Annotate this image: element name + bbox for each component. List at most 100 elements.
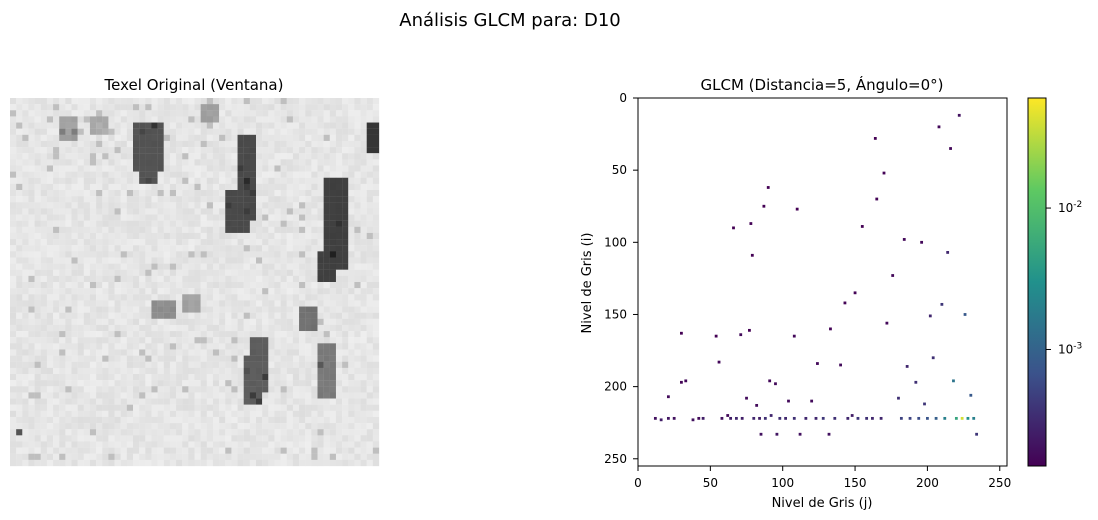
texel-pixel bbox=[108, 98, 115, 105]
texel-pixel bbox=[151, 183, 158, 191]
glcm-point bbox=[775, 432, 779, 436]
texel-pixel bbox=[139, 367, 146, 375]
texel-pixel bbox=[34, 153, 41, 160]
texel-pixel bbox=[311, 386, 318, 393]
texel-pixel bbox=[188, 355, 195, 362]
texel-pixel bbox=[157, 226, 164, 234]
texel-pixel bbox=[114, 134, 121, 142]
texel-pixel bbox=[311, 110, 318, 117]
texel-pixel bbox=[59, 361, 66, 369]
texel-pixel bbox=[59, 429, 66, 436]
texel-pixel bbox=[243, 208, 250, 215]
texel-pixel bbox=[274, 140, 281, 148]
texel-pixel bbox=[243, 361, 250, 369]
texel-pixel bbox=[71, 367, 78, 375]
texel-pixel bbox=[335, 410, 343, 418]
texel-pixel bbox=[16, 140, 23, 148]
texel-pixel bbox=[59, 459, 66, 467]
texel-pixel bbox=[96, 140, 103, 148]
glcm-point bbox=[749, 222, 753, 225]
texel-pixel bbox=[231, 331, 238, 338]
texel-pixel bbox=[65, 282, 72, 289]
texel-pixel bbox=[169, 318, 177, 326]
texel-pixel bbox=[176, 251, 183, 258]
texel-pixel bbox=[219, 122, 226, 129]
texel-pixel bbox=[200, 337, 207, 344]
texel-pixel bbox=[65, 410, 72, 418]
texel-pixel bbox=[305, 410, 312, 418]
texel-pixel bbox=[53, 331, 60, 338]
texel-pixel bbox=[366, 410, 373, 418]
texel-pixel bbox=[46, 196, 54, 203]
texel-pixel bbox=[151, 190, 158, 197]
texel-pixel bbox=[231, 98, 238, 105]
texel-pixel bbox=[299, 257, 306, 264]
texel-pixel bbox=[96, 98, 103, 105]
texel-pixel bbox=[237, 288, 244, 295]
texel-pixel bbox=[360, 183, 367, 191]
texel-pixel bbox=[219, 110, 226, 117]
texel-pixel bbox=[53, 165, 60, 172]
texel-pixel bbox=[10, 147, 17, 154]
texel-pixel bbox=[342, 245, 349, 252]
texel-pixel bbox=[256, 288, 263, 295]
texel-pixel bbox=[102, 453, 109, 461]
texel-pixel bbox=[126, 220, 134, 227]
texel-pixel bbox=[256, 257, 263, 264]
texel-pixel bbox=[323, 232, 330, 240]
texel-pixel bbox=[360, 147, 367, 154]
texel-pixel bbox=[299, 374, 306, 381]
texel-pixel bbox=[102, 349, 109, 356]
texel-pixel bbox=[89, 239, 97, 246]
texel-pixel bbox=[89, 202, 97, 209]
glcm-point bbox=[726, 414, 730, 417]
texel-pixel bbox=[114, 226, 121, 234]
texel-pixel bbox=[243, 147, 250, 154]
texel-pixel bbox=[360, 410, 367, 418]
texel-pixel bbox=[157, 214, 164, 221]
texel-pixel bbox=[28, 429, 35, 436]
texel-pixel bbox=[182, 312, 189, 319]
texel-pixel bbox=[157, 429, 164, 436]
texel-pixel bbox=[194, 275, 201, 283]
texel-pixel bbox=[40, 171, 48, 178]
texel-pixel bbox=[194, 294, 201, 301]
texel-pixel bbox=[10, 398, 17, 405]
texel-pixel bbox=[65, 177, 72, 185]
texel-pixel bbox=[348, 331, 355, 338]
texel-pixel bbox=[59, 392, 66, 399]
texel-pixel bbox=[212, 171, 220, 178]
texel-pixel bbox=[292, 165, 300, 172]
texel-pixel bbox=[102, 110, 109, 117]
texel-pixel bbox=[16, 435, 23, 442]
texel-pixel bbox=[206, 140, 214, 148]
texel-pixel bbox=[157, 423, 164, 430]
texel-pixel bbox=[163, 441, 171, 448]
texel-pixel bbox=[305, 294, 312, 301]
texel-pixel bbox=[342, 355, 349, 362]
texel-pixel bbox=[133, 429, 140, 436]
texel-pixel bbox=[157, 159, 164, 166]
texel-pixel bbox=[59, 337, 66, 344]
texel-pixel bbox=[219, 208, 226, 215]
texel-pixel bbox=[53, 282, 60, 289]
texel-pixel bbox=[348, 147, 355, 154]
texel-pixel bbox=[286, 239, 294, 246]
texel-pixel bbox=[59, 202, 66, 209]
texel-pixel bbox=[40, 257, 48, 264]
texel-pixel bbox=[212, 104, 220, 111]
glcm-point bbox=[923, 402, 926, 406]
texel-pixel bbox=[176, 398, 183, 405]
texel-pixel bbox=[249, 349, 257, 356]
texel-pixel bbox=[194, 318, 201, 326]
texel-pixel bbox=[231, 447, 238, 454]
texel-pixel bbox=[360, 232, 367, 240]
texel-pixel bbox=[323, 300, 330, 307]
texel-pixel bbox=[256, 441, 263, 448]
texel-pixel bbox=[28, 337, 35, 344]
texel-pixel bbox=[133, 404, 140, 411]
texel-pixel bbox=[317, 386, 324, 393]
texel-pixel bbox=[83, 202, 91, 209]
texel-pixel bbox=[274, 190, 281, 197]
texel-pixel bbox=[114, 337, 121, 344]
